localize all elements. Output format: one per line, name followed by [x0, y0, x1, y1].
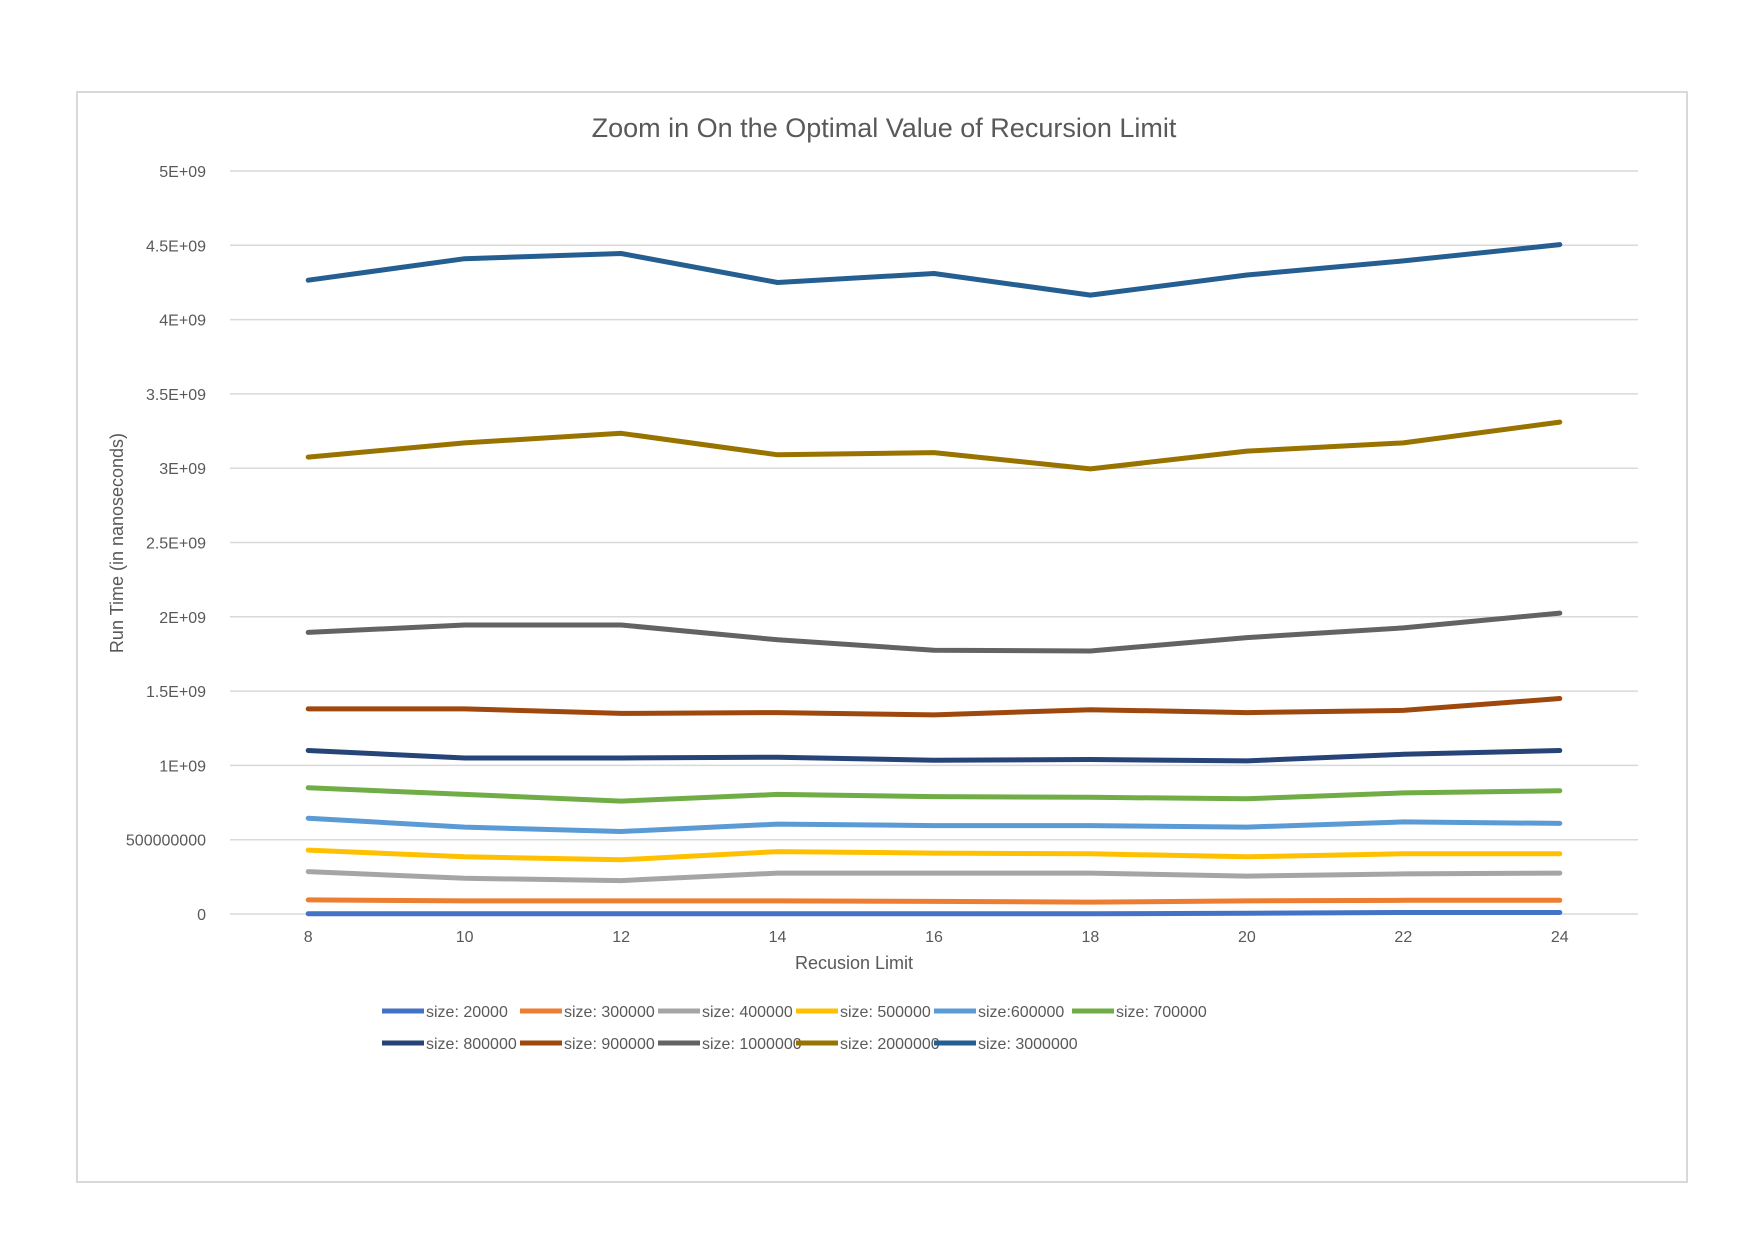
y-axis-title: Run Time (in nanoseconds)	[107, 433, 127, 653]
series-line-8	[305, 610, 1563, 654]
x-tick-label: 18	[1082, 929, 1100, 946]
legend-label: size: 900000	[564, 1036, 655, 1053]
legend-item: size:600000	[934, 1004, 1064, 1021]
series-line-6	[305, 748, 1563, 764]
y-tick-label: 3E+09	[159, 461, 206, 478]
y-tick-label: 4.5E+09	[146, 238, 206, 255]
line-chart: Zoom in On the Optimal Value of Recursio…	[107, 113, 1638, 1053]
legend-item: size: 500000	[796, 1004, 931, 1021]
series-line-0	[305, 910, 1563, 917]
x-axis-ticks: 8 10 12 14 16 18 20 22 24	[304, 929, 1569, 946]
legend-item: size: 20000	[382, 1004, 508, 1021]
chart-title: Zoom in On the Optimal Value of Recursio…	[592, 113, 1177, 143]
legend-label: size: 800000	[426, 1036, 517, 1053]
series-line-4	[305, 815, 1563, 834]
legend-label: size: 3000000	[978, 1036, 1078, 1053]
legend-item: size: 2000000	[796, 1036, 940, 1053]
chart-area: Zoom in On the Optimal Value of Recursio…	[76, 91, 1688, 1183]
x-tick-label: 20	[1238, 929, 1256, 946]
y-tick-label: 2E+09	[159, 610, 206, 627]
legend-label: size: 400000	[702, 1004, 793, 1021]
legend-label: size: 2000000	[840, 1036, 940, 1053]
y-tick-label: 500000000	[126, 833, 206, 850]
y-tick-label: 2.5E+09	[146, 536, 206, 553]
y-tick-label: 3.5E+09	[146, 387, 206, 404]
x-tick-label: 24	[1551, 929, 1569, 946]
legend-label: size:600000	[978, 1004, 1064, 1021]
legend-item: size: 900000	[520, 1036, 655, 1053]
y-tick-label: 1.5E+09	[146, 684, 206, 701]
y-tick-label: 5E+09	[159, 164, 206, 181]
gridlines	[230, 170, 1638, 915]
legend-label: size: 1000000	[702, 1036, 802, 1053]
legend-label: size: 500000	[840, 1004, 931, 1021]
series-line-3	[305, 847, 1563, 863]
legend-item: size: 300000	[520, 1004, 655, 1021]
x-tick-label: 12	[612, 929, 630, 946]
legend-item: size: 1000000	[658, 1036, 802, 1053]
x-tick-label: 16	[925, 929, 943, 946]
series-line-7	[305, 696, 1563, 718]
legend-item: size: 3000000	[934, 1036, 1078, 1053]
x-tick-label: 22	[1394, 929, 1412, 946]
y-tick-label: 1E+09	[159, 758, 206, 775]
legend-label: size: 20000	[426, 1004, 508, 1021]
series-line-5	[305, 785, 1563, 804]
series-line-1	[305, 897, 1563, 905]
legend-item: size: 800000	[382, 1036, 517, 1053]
x-axis-title: Recusion Limit	[795, 953, 913, 973]
x-tick-label: 10	[456, 929, 474, 946]
legend-label: size: 700000	[1116, 1004, 1207, 1021]
legend-item: size: 400000	[658, 1004, 793, 1021]
x-tick-label: 14	[769, 929, 787, 946]
x-tick-label: 8	[304, 929, 313, 946]
series-line-9	[305, 419, 1563, 472]
legend-label: size: 300000	[564, 1004, 655, 1021]
legend: size: 20000 size: 300000 size: 400000 size:…	[382, 1004, 1207, 1053]
series-line-10	[305, 242, 1563, 298]
y-axis-ticks: 0 500000000 1E+09 1.5E+09 2E+09 2.5E+09 3E+09 3…	[126, 164, 206, 924]
series-lines	[305, 242, 1563, 917]
y-tick-label: 0	[197, 907, 206, 924]
legend-item: size: 700000	[1072, 1004, 1207, 1021]
y-tick-label: 4E+09	[159, 313, 206, 330]
series-line-2	[305, 869, 1563, 884]
